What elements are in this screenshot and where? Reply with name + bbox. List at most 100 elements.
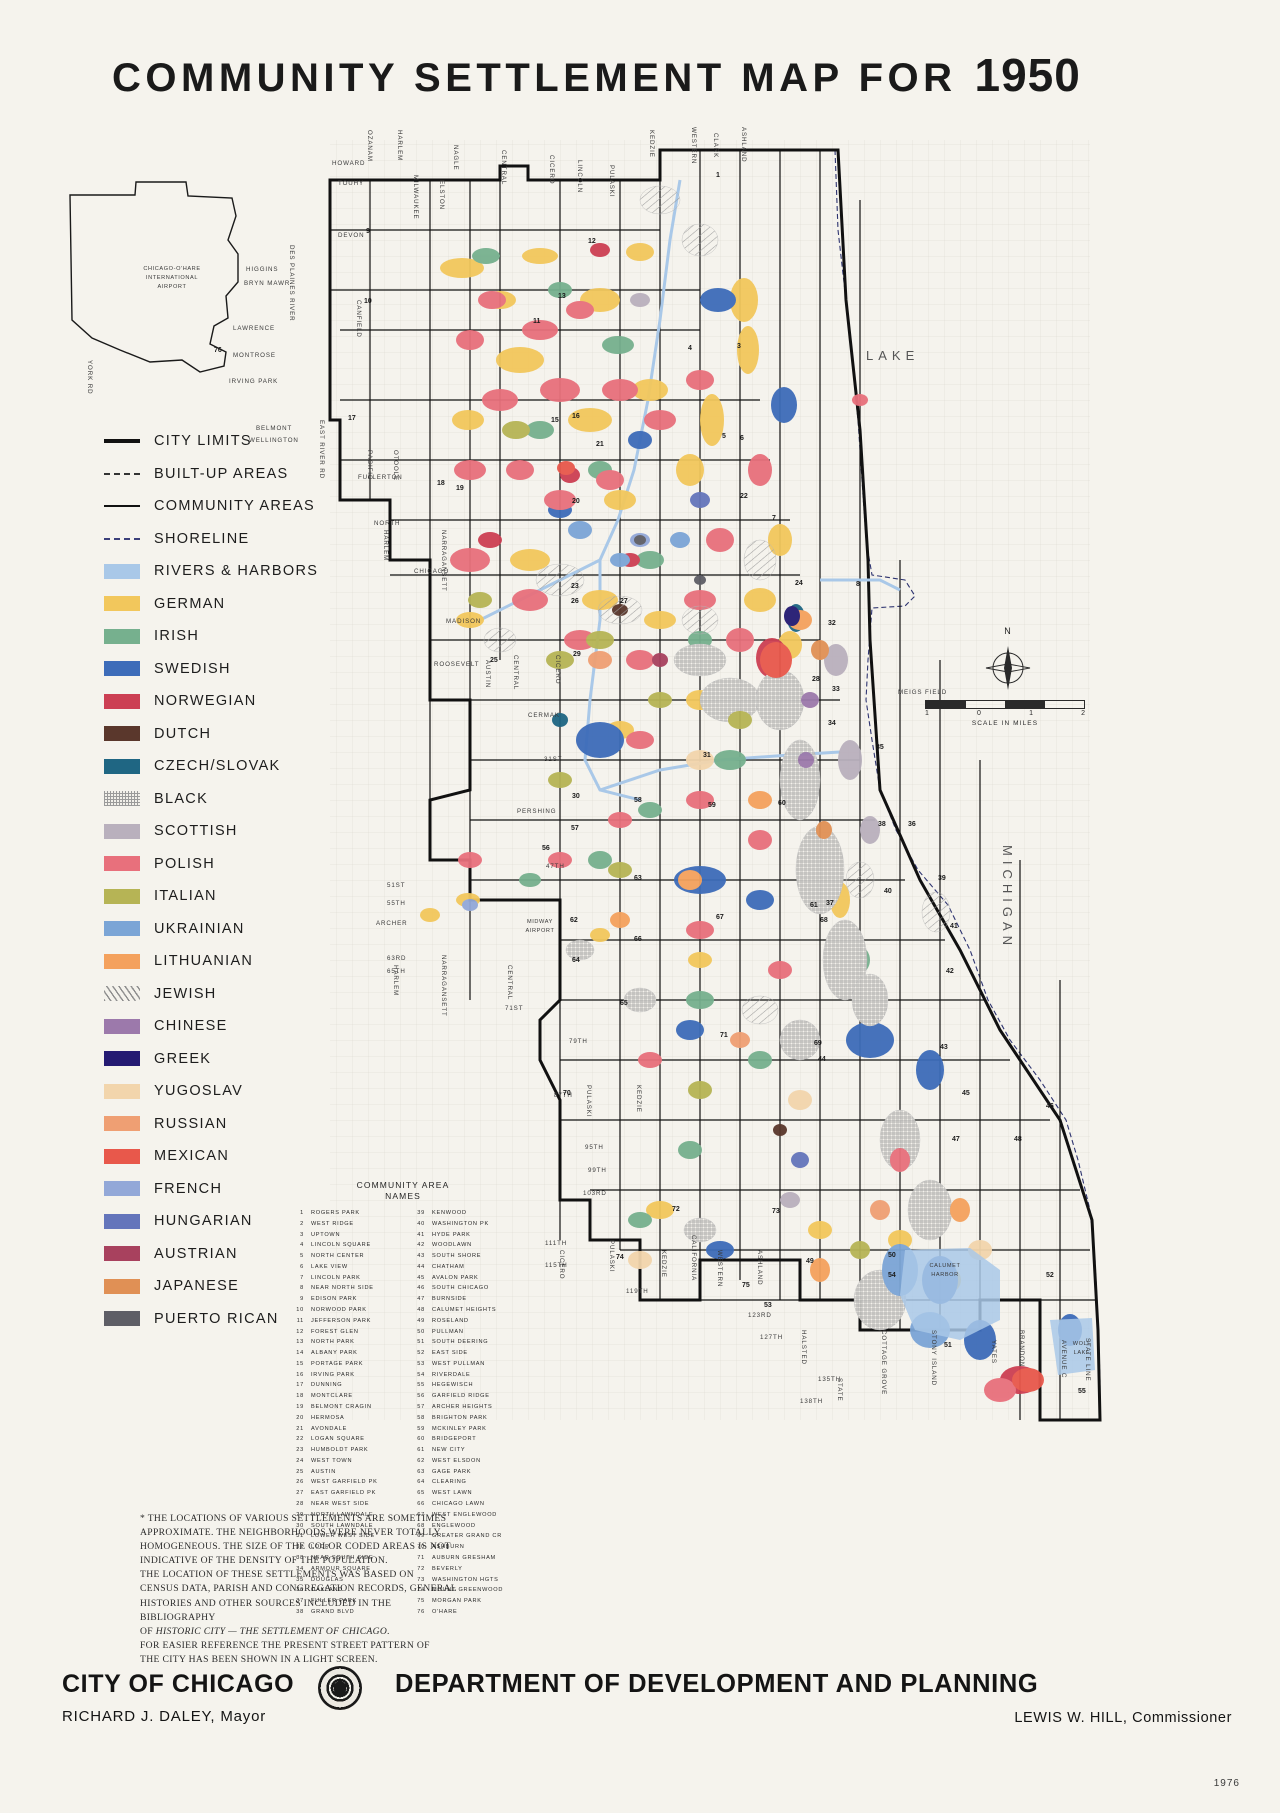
street-label-horizontal: MADISON <box>446 618 482 625</box>
legend-label: PUERTO RICAN <box>154 1310 279 1327</box>
footnote-line: THE LOCATION OF THESE SETTLEMENTS WAS BA… <box>140 1569 414 1581</box>
community-area-name: WEST PULLMAN <box>432 1360 486 1367</box>
map-area-number: 6 <box>740 435 744 442</box>
street-label-horizontal: 103RD <box>583 1190 607 1197</box>
map-area-number: 28 <box>812 676 820 683</box>
community-area-entry: 57 ARCHER HEIGHTS <box>409 1402 518 1413</box>
community-area-entry: 67 WEST ENGLEWOOD <box>409 1510 518 1521</box>
legend-row-swedish[interactable]: SWEDISH <box>104 653 354 686</box>
community-area-entry: 37 FULLER PARK <box>288 1596 397 1607</box>
street-label-vertical: KEDZIE <box>660 1250 667 1278</box>
legend-label: YUGOSLAV <box>154 1083 244 1100</box>
legend-row-scottish[interactable]: SCOTTISH <box>104 815 354 848</box>
map-area-number: 3 <box>737 343 741 350</box>
community-area-name: ROGERS PARK <box>311 1209 360 1216</box>
community-area-entry: 70 ASHBURN <box>409 1542 518 1553</box>
legend-row-dutch[interactable]: DUTCH <box>104 718 354 751</box>
community-area-entry: 65 WEST LAWN <box>409 1488 518 1499</box>
map-area-number: 4 <box>688 345 692 352</box>
community-area-number: 9 <box>300 1296 304 1303</box>
legend-row-japanese[interactable]: JAPANESE <box>104 1270 354 1303</box>
street-label-horizontal: 115TH <box>545 1262 568 1269</box>
community-area-number: 52 <box>417 1350 425 1357</box>
community-area-number: 45 <box>417 1274 425 1281</box>
legend-row-italian[interactable]: ITALIAN <box>104 880 354 913</box>
legend-row-czech-slovak[interactable]: CZECH/SLOVAK <box>104 750 354 783</box>
legend-row-puerto-rican[interactable]: PUERTO RICAN <box>104 1303 354 1336</box>
legend-row-yugoslav[interactable]: YUGOSLAV <box>104 1075 354 1108</box>
map-area-number: 50 <box>888 1252 896 1259</box>
street-label-horizontal: 138TH <box>800 1398 824 1405</box>
legend-row-norwegian[interactable]: NORWEGIAN <box>104 685 354 718</box>
community-area-number: 17 <box>296 1382 304 1389</box>
community-area-number: 67 <box>417 1511 425 1518</box>
map-area-number: 74 <box>616 1254 624 1261</box>
map-area-number: 33 <box>832 686 840 693</box>
print-year-label: 1976 <box>1213 1778 1240 1789</box>
color-swatch-icon <box>104 1116 140 1132</box>
legend-label: POLISH <box>154 855 215 872</box>
community-area-entry: 25 AUSTIN <box>288 1467 397 1478</box>
street-label-vertical: NARRAGANSETT <box>440 530 447 592</box>
legend-row-city-limits[interactable]: CITY LIMITS <box>104 425 354 458</box>
street-label-vertical: WESTERN <box>690 127 697 165</box>
map-area-number: 75 <box>742 1282 750 1289</box>
street-label-horizontal: 111TH <box>545 1240 568 1247</box>
legend-row-mexican[interactable]: MEXICAN <box>104 1140 354 1173</box>
legend-row-lithuanian[interactable]: LITHUANIAN <box>104 945 354 978</box>
legend-row-ukrainian[interactable]: UKRAINIAN <box>104 913 354 946</box>
map-area-number: 71 <box>720 1032 728 1039</box>
legend-row-hungarian[interactable]: HUNGARIAN <box>104 1205 354 1238</box>
legend-row-jewish[interactable]: JEWISH <box>104 978 354 1011</box>
map-area-number: 63 <box>634 875 642 882</box>
community-area-name: ENGLEWOOD <box>432 1522 476 1529</box>
legend-row-russian[interactable]: RUSSIAN <box>104 1108 354 1141</box>
legend-row-chinese[interactable]: CHINESE <box>104 1010 354 1043</box>
scale-tick: 0 <box>977 710 981 717</box>
legend-row-polish[interactable]: POLISH <box>104 848 354 881</box>
community-area-entry: 68 ENGLEWOOD <box>409 1521 518 1532</box>
street-label-vertical: CANFIELD <box>355 300 362 338</box>
community-area-number: 10 <box>296 1306 304 1313</box>
street-label-vertical: KEDZIE <box>648 130 655 158</box>
street-label-horizontal: 47TH <box>546 863 565 870</box>
legend-row-built-up-areas[interactable]: BUILT-UP AREAS <box>104 458 354 491</box>
title-main-text: COMMUNITY SETTLEMENT MAP FOR <box>112 56 957 100</box>
color-swatch-icon <box>104 856 140 872</box>
legend-row-german[interactable]: GERMAN <box>104 588 354 621</box>
map-area-number: 1 <box>716 172 720 179</box>
community-area-entry: 19 BELMONT CRAGIN <box>288 1402 397 1413</box>
community-area-entry: 34 ARMOUR SQUARE <box>288 1564 397 1575</box>
street-label-vertical: YORK RD <box>86 360 93 395</box>
community-area-entry: 8 NEAR NORTH SIDE <box>288 1283 397 1294</box>
street-label-vertical: STONY ISLAND <box>930 1330 937 1386</box>
map-area-number: 39 <box>938 875 946 882</box>
community-area-name: BRIGHTON PARK <box>432 1414 488 1421</box>
map-area-number: 54 <box>888 1272 896 1279</box>
community-area-entry: 13 NORTH PARK <box>288 1337 397 1348</box>
community-area-name: SOUTH LAWNDALE <box>311 1522 374 1529</box>
legend-row-austrian[interactable]: AUSTRIAN <box>104 1238 354 1271</box>
street-label-horizontal: IRVING PARK <box>229 378 279 385</box>
community-area-number: 69 <box>417 1533 425 1540</box>
legend-row-black[interactable]: BLACK <box>104 783 354 816</box>
legend-row-irish[interactable]: IRISH <box>104 620 354 653</box>
legend-row-french[interactable]: FRENCH <box>104 1173 354 1206</box>
scale-caption: SCALE IN MILES <box>971 720 1039 727</box>
community-area-entry: 38 GRAND BLVD <box>288 1607 397 1618</box>
street-label-horizontal: 31ST <box>544 756 563 763</box>
scale-tick: 1 <box>925 710 929 717</box>
community-area-number: 16 <box>296 1371 304 1378</box>
community-area-number: 34 <box>296 1565 304 1572</box>
legend-row-community-areas[interactable]: COMMUNITY AREAS <box>104 490 354 523</box>
legend-row-greek[interactable]: GREEK <box>104 1043 354 1076</box>
street-label-horizontal: 99TH <box>588 1167 607 1174</box>
community-area-number: 30 <box>296 1522 304 1529</box>
footnote-citation-line: OF HISTORIC CITY — THE SETTLEMENT OF CHI… <box>140 1625 390 1637</box>
community-area-entry: 51 SOUTH DEERING <box>409 1337 518 1348</box>
community-area-name: GAGE PARK <box>432 1468 472 1475</box>
legend-row-rivers-harbors[interactable]: RIVERS & HARBORS <box>104 555 354 588</box>
legend-row-shoreline[interactable]: SHORELINE <box>104 523 354 556</box>
community-area-number: 71 <box>417 1554 425 1561</box>
community-area-number: 25 <box>296 1468 304 1475</box>
